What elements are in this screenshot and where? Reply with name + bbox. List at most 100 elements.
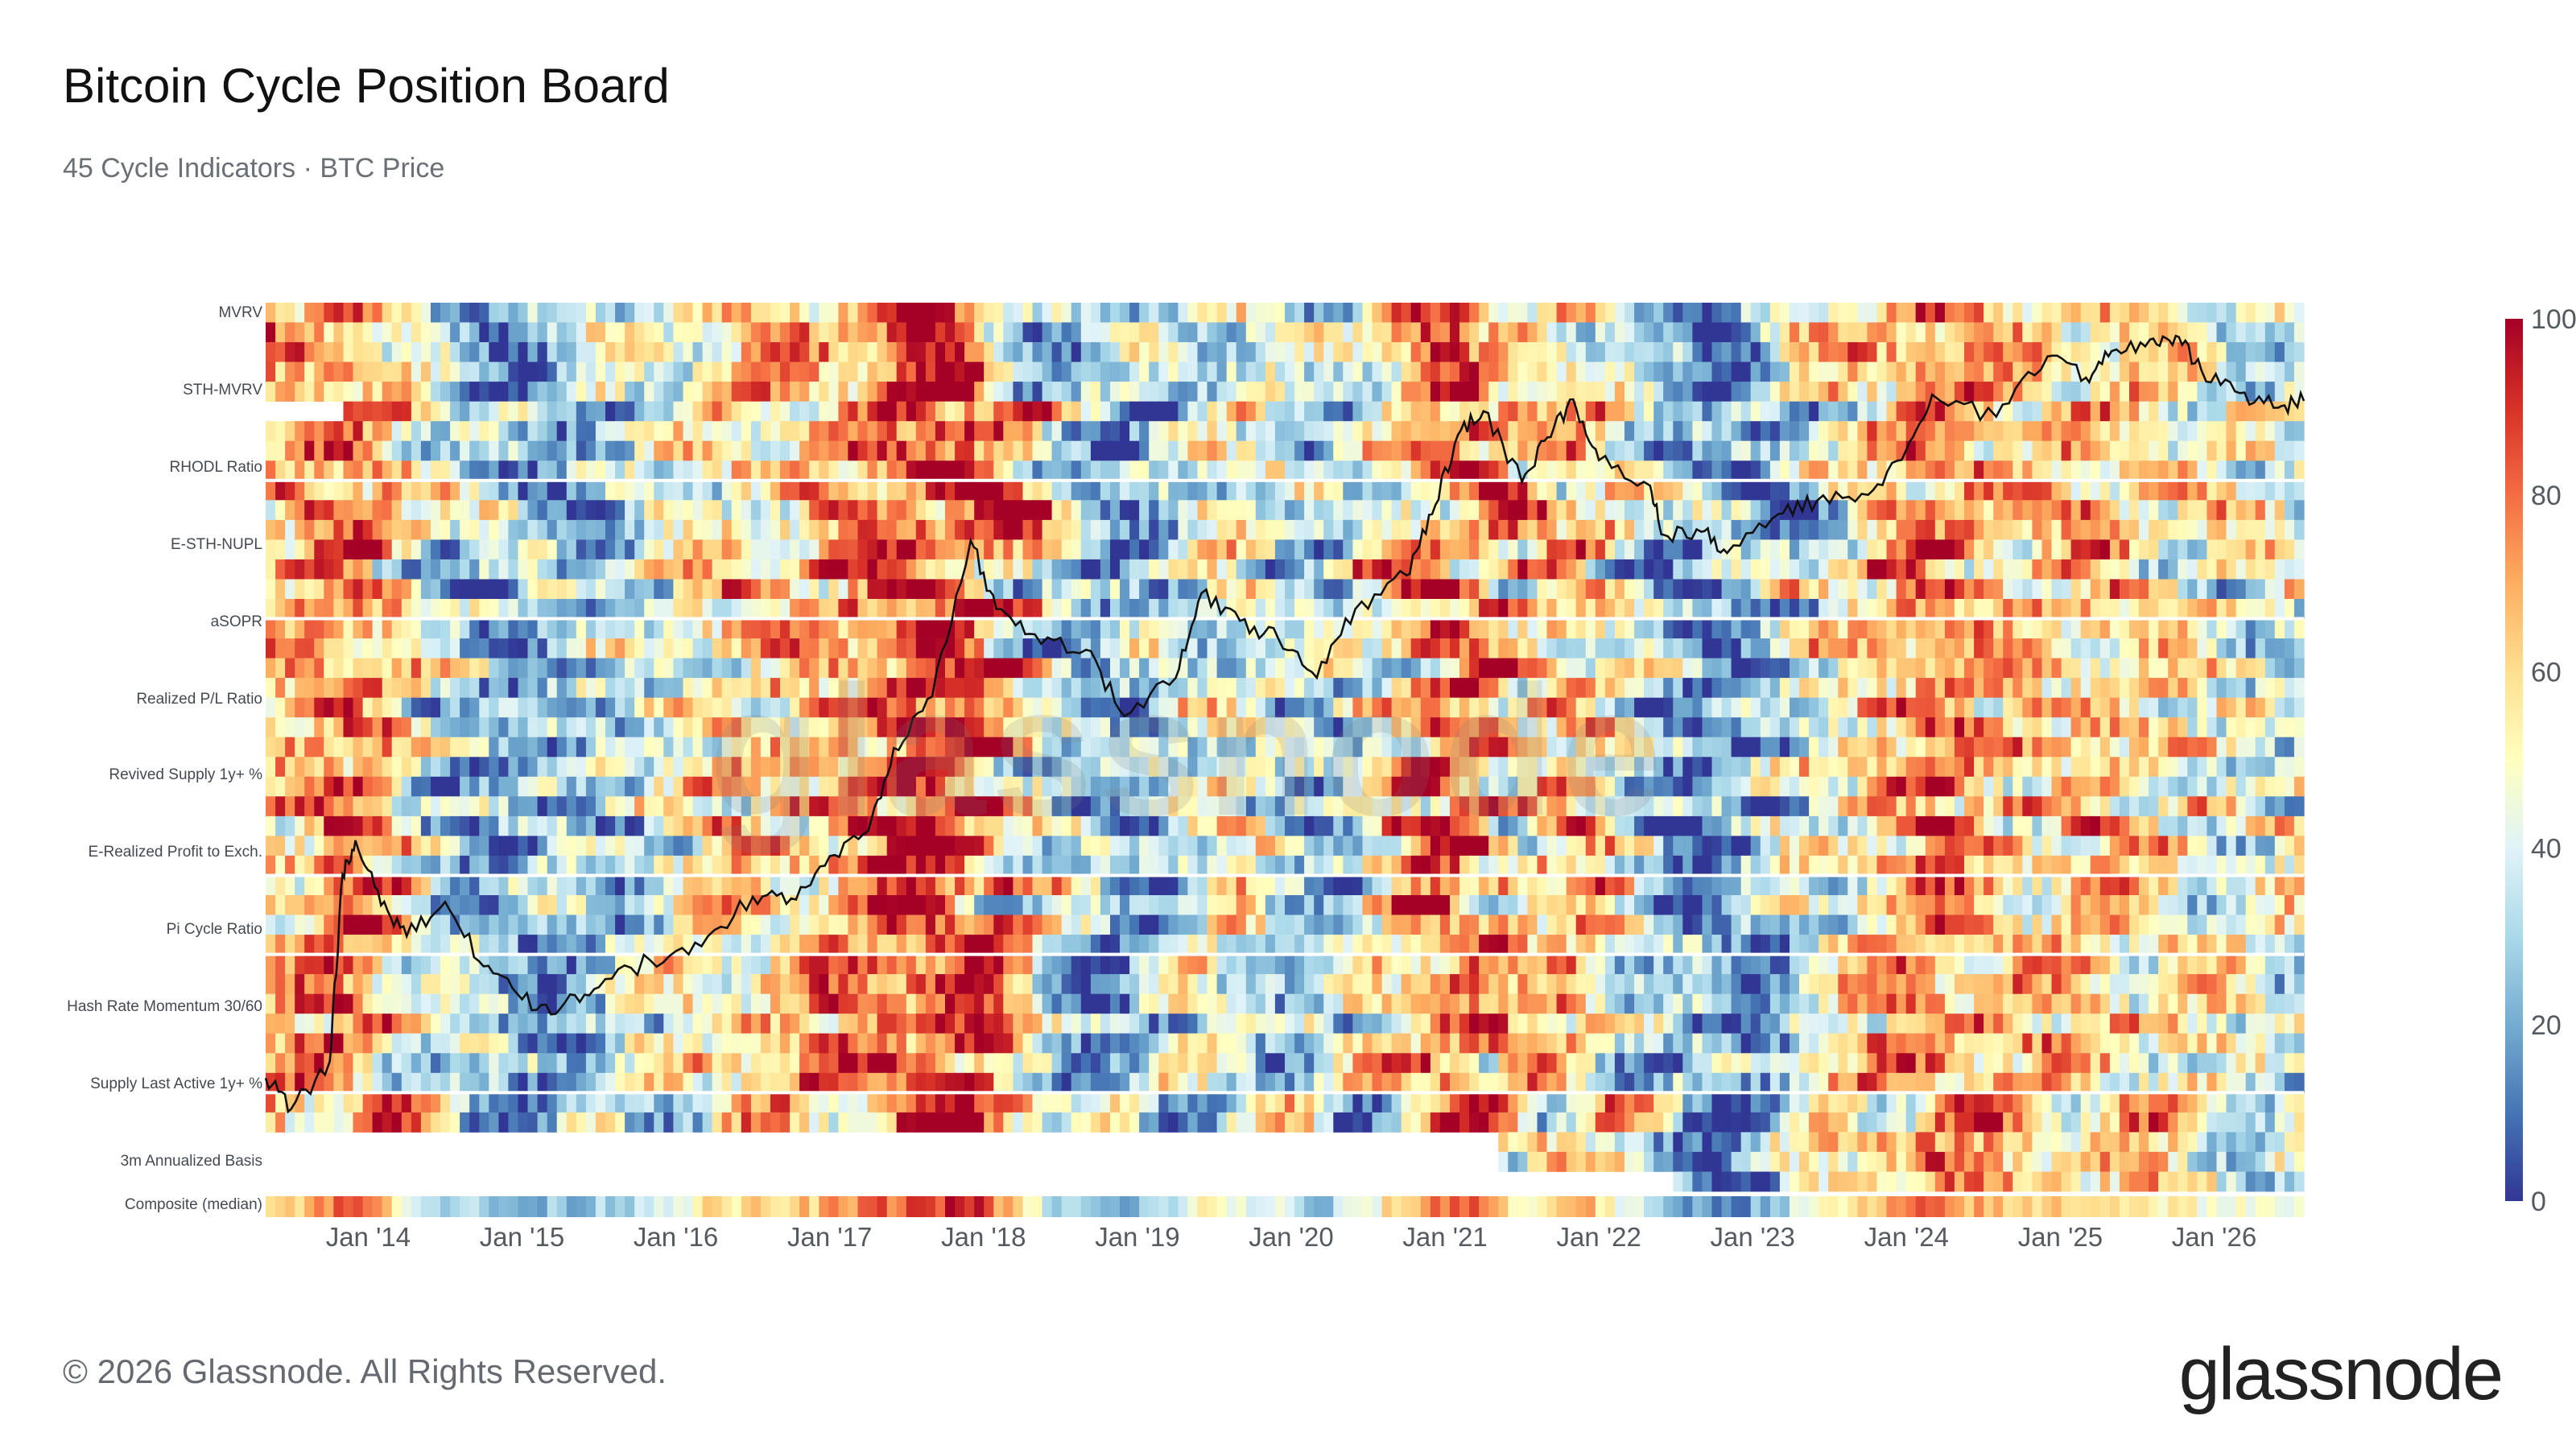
heatmap-cell [537, 440, 548, 461]
heatmap-cell [1372, 322, 1383, 343]
heatmap-cell [595, 401, 606, 422]
heatmap-cell [848, 382, 859, 402]
heatmap-cell [1954, 460, 1965, 481]
heatmap-cell [1721, 342, 1732, 362]
heatmap-cell [1139, 599, 1150, 619]
heatmap-cell [1682, 697, 1693, 718]
heatmap-cell [1964, 303, 1975, 323]
heatmap-cell [663, 460, 674, 481]
heatmap-cell [1760, 500, 1771, 521]
heatmap-cell [1585, 559, 1596, 580]
heatmap-cell [1304, 401, 1315, 422]
heatmap-cell [838, 382, 849, 402]
heatmap-cell [362, 559, 374, 580]
heatmap-cell [1469, 322, 1480, 343]
heatmap-cell [343, 361, 354, 382]
heatmap-cell [848, 322, 859, 343]
heatmap-cell [1905, 559, 1917, 580]
heatmap-cell [634, 539, 645, 560]
heatmap-cell [1042, 678, 1053, 698]
heatmap-cell [1769, 737, 1781, 758]
heatmap-cell [809, 303, 819, 323]
heatmap-cell [1401, 737, 1412, 758]
heatmap-cell [1343, 678, 1353, 698]
heatmap-cell [1944, 539, 1955, 560]
heatmap-cell [1304, 500, 1315, 521]
heatmap-cell [2003, 480, 2013, 501]
heatmap-cell [1886, 737, 1897, 758]
heatmap-cell [984, 658, 994, 679]
heatmap-cell [324, 757, 334, 778]
heatmap-cell [275, 500, 286, 521]
heatmap-cell [819, 382, 829, 402]
heatmap-cell [896, 322, 907, 343]
heatmap-cell [431, 519, 441, 540]
heatmap-cell [634, 618, 645, 639]
heatmap-cell [1100, 539, 1111, 560]
heatmap-cell [2061, 440, 2072, 461]
heatmap-cell [692, 519, 704, 540]
heatmap-cell [1828, 658, 1839, 679]
heatmap-cell [527, 717, 539, 738]
heatmap-cell [1090, 618, 1101, 639]
heatmap-cell [673, 342, 684, 362]
heatmap-cell [1216, 658, 1228, 679]
heatmap-cell [1585, 361, 1596, 382]
heatmap-cell [1158, 342, 1169, 362]
heatmap-cell [790, 559, 800, 580]
heatmap-cell [770, 638, 781, 658]
heatmap-cell [1362, 500, 1373, 521]
heatmap-cell [848, 480, 859, 501]
heatmap-cell [1061, 519, 1072, 540]
heatmap-cell [1867, 342, 1878, 362]
heatmap-cell [1527, 480, 1538, 501]
heatmap-cell [314, 519, 324, 540]
heatmap-cell [1857, 579, 1868, 600]
heatmap-cell [2051, 559, 2062, 580]
heatmap-cell [1575, 697, 1587, 718]
heatmap-cell [1391, 757, 1402, 778]
heatmap-cell [1508, 460, 1518, 481]
heatmap-cell [1323, 757, 1334, 778]
heatmap-cell [974, 697, 985, 718]
heatmap-cell [2022, 500, 2033, 521]
heatmap-cell [1051, 618, 1063, 639]
heatmap-cell [896, 638, 907, 658]
heatmap-cell [1760, 382, 1771, 402]
heatmap-cell [1071, 697, 1082, 718]
heatmap-cell [712, 599, 723, 619]
heatmap-cell [469, 519, 480, 540]
heatmap-cell [411, 401, 422, 422]
heatmap-cell [1984, 440, 1994, 461]
heatmap-cell [420, 303, 431, 323]
heatmap-cell [1479, 480, 1489, 501]
heatmap-cell [1790, 440, 1800, 461]
heatmap-cell [1274, 678, 1286, 698]
heatmap-cell [838, 599, 849, 619]
heatmap-cell [2109, 460, 2120, 481]
heatmap-cell [867, 440, 878, 461]
heatmap-cell [2013, 480, 2023, 501]
heatmap-cell [2109, 519, 2120, 540]
heatmap-cell [1042, 382, 1053, 402]
heatmap-cell [1410, 757, 1422, 778]
heatmap-cell [984, 480, 994, 501]
heatmap-cell [1362, 539, 1373, 560]
heatmap-cell [721, 599, 733, 619]
heatmap-cell [2293, 440, 2305, 461]
heatmap-cell [2216, 322, 2227, 343]
heatmap-cell [925, 500, 936, 521]
heatmap-cell [1255, 599, 1266, 619]
heatmap-cell [1333, 421, 1344, 442]
heatmap-cell [1498, 361, 1509, 382]
heatmap-cell [469, 678, 480, 698]
heatmap-cell [1818, 638, 1829, 658]
heatmap-cell [576, 717, 587, 738]
heatmap-cell [2274, 539, 2285, 560]
heatmap-cell [780, 638, 791, 658]
heatmap-cell [1585, 638, 1596, 658]
heatmap-cell [1294, 737, 1305, 758]
heatmap-cell [1197, 618, 1208, 639]
heatmap-cell [1381, 737, 1393, 758]
heatmap-cell [333, 519, 345, 540]
